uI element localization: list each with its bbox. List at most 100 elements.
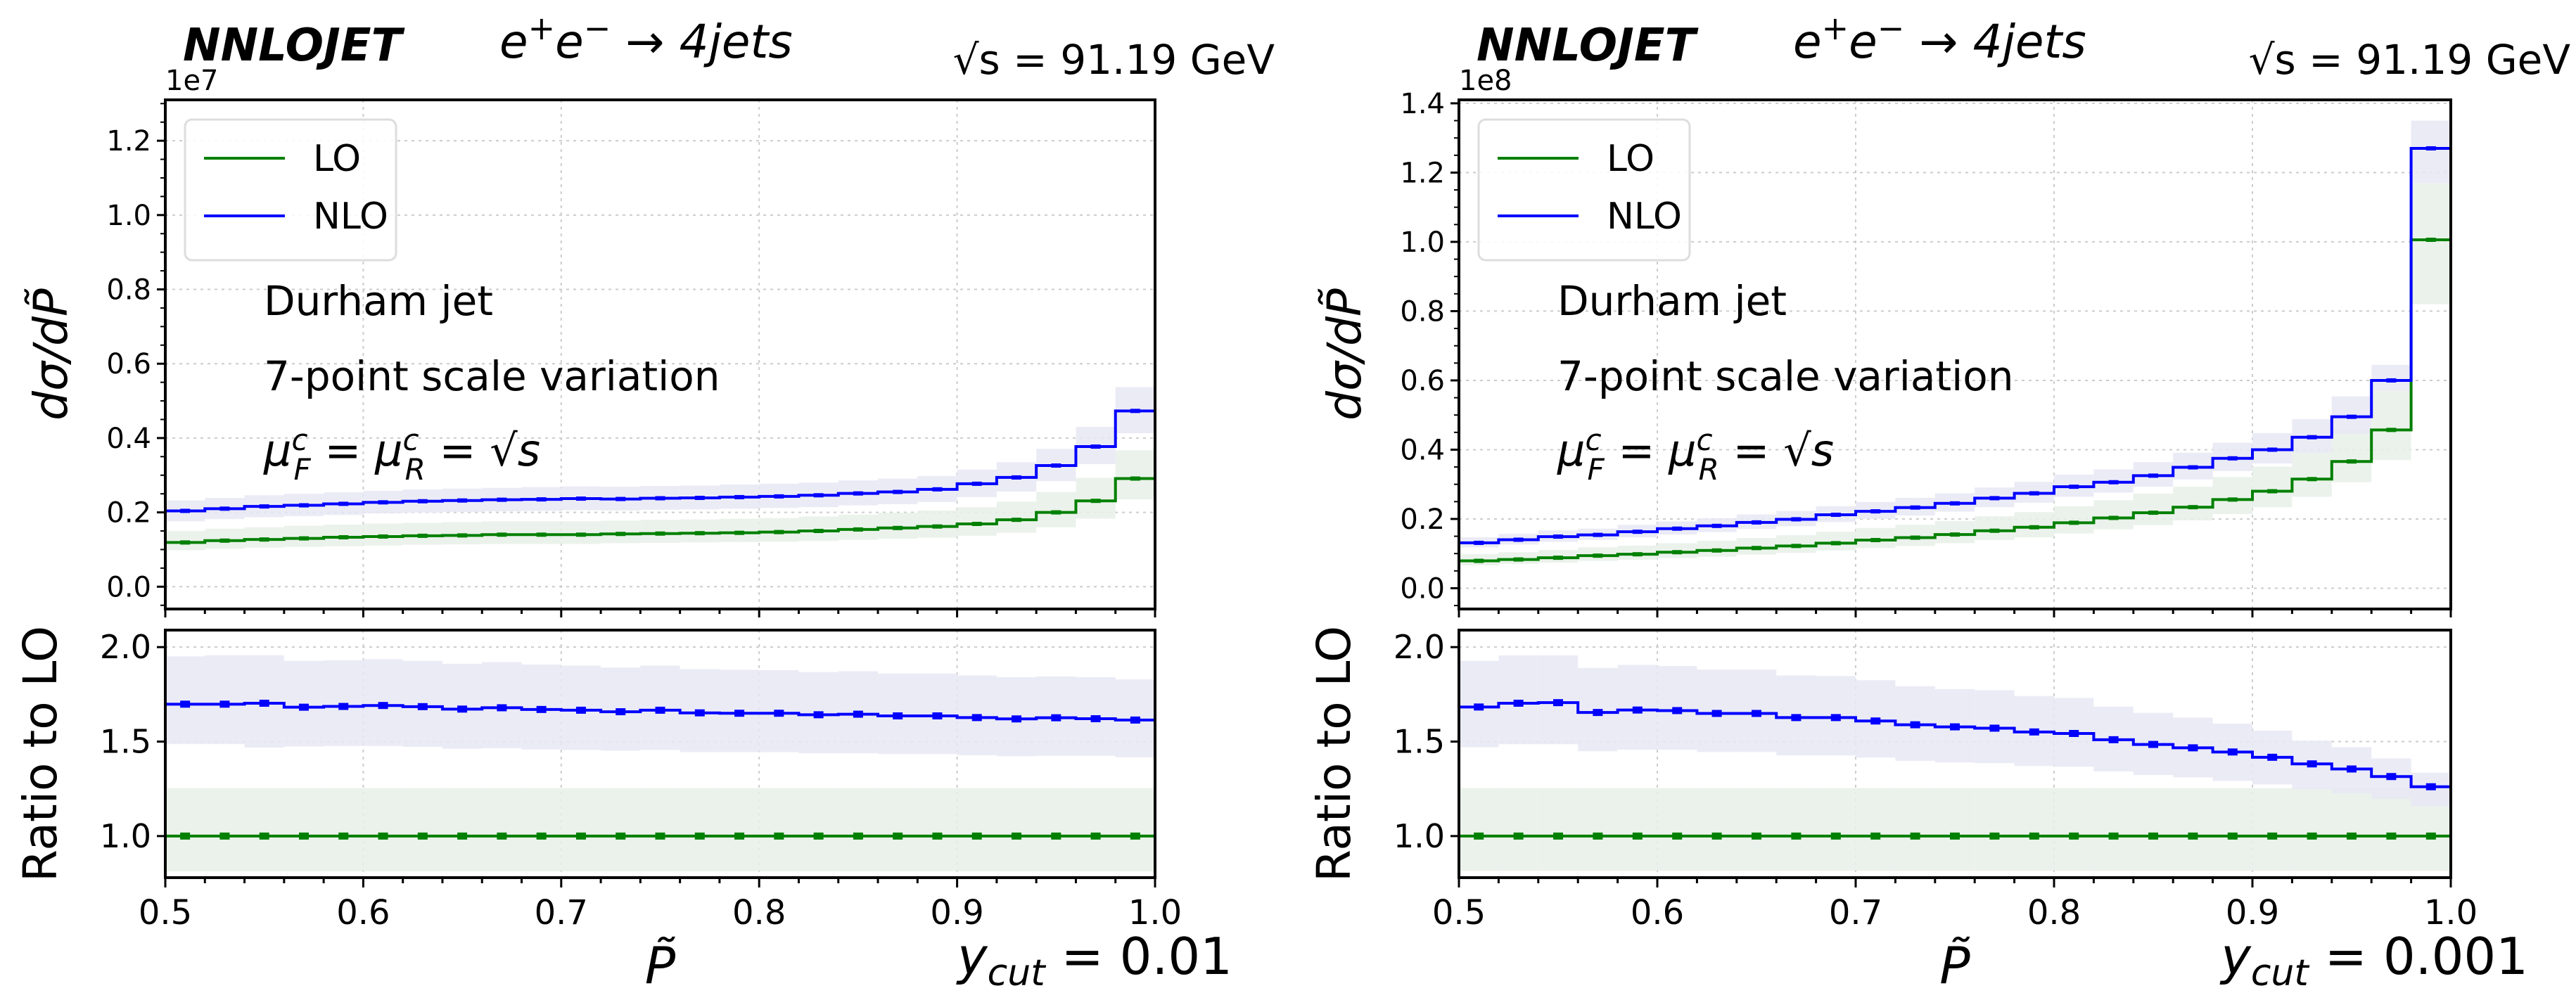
main-point-lo	[1012, 518, 1022, 523]
main-point-nlo	[536, 497, 547, 502]
y-multiplier-label: 1e8	[1459, 65, 1512, 97]
annotation-scale-variation: 7-point scale variation	[264, 352, 720, 400]
main-point-nlo	[497, 497, 507, 502]
main-point-lo	[1830, 541, 1841, 546]
main-point-lo	[1513, 557, 1524, 562]
main-point-nlo	[2386, 378, 2397, 383]
ratio-y-tick-label: 2.0	[100, 628, 151, 666]
ratio-point-lo	[378, 832, 388, 840]
main-point-lo	[2347, 459, 2357, 464]
main-series	[1459, 120, 2451, 565]
main-point-lo	[655, 531, 665, 536]
ratio-band-lo	[1895, 788, 1935, 871]
ratio-band-lo	[324, 788, 364, 871]
main-point-lo	[2029, 525, 2039, 530]
ratio-band-lo	[1697, 788, 1737, 871]
main-point-lo	[2108, 515, 2119, 520]
main-point-nlo	[457, 498, 468, 503]
main-band-lo	[1036, 492, 1076, 527]
ratio-point-lo	[180, 832, 191, 840]
main-band-lo	[1895, 525, 1935, 546]
main-plot: 0.0 0.2 0.4 0.6 0.8 1.0 1.2 1.4 dσ/dP̃ LO NLO Durha…	[1318, 88, 2452, 878]
annotation-scale-choice: μc F = μc R = √s	[263, 423, 540, 487]
ratio-band-nlo	[165, 656, 205, 745]
energy-label: √s = 91.19 GeV	[953, 36, 1275, 84]
main-band-lo	[2371, 390, 2411, 461]
main-point-lo	[1752, 546, 1761, 551]
y-multiplier-label: 1e7	[165, 65, 219, 97]
ratio-point-nlo	[298, 703, 309, 711]
ratio-band-lo	[442, 788, 483, 871]
ratio-point-nlo	[2069, 729, 2079, 737]
x-tick-label: 0.6	[1631, 893, 1684, 932]
main-band-nlo	[2411, 120, 2451, 184]
annotation-scale-choice: μc F = μc R = √s	[1557, 423, 1834, 487]
main-point-lo	[2425, 237, 2436, 242]
ratio-plot: 1.0 1.5 2.0 0.5 0.6 0.7 0.8 0.9 1.0 Ratio to LO P̃…	[13, 626, 1232, 995]
x-tick-label: 0.7	[1829, 893, 1882, 932]
ratio-point-nlo	[378, 702, 388, 710]
ratio-point-lo	[2188, 832, 2198, 840]
legend-label-nlo: NLO	[313, 195, 388, 238]
ratio-point-nlo	[1513, 699, 1524, 707]
ratio-point-lo	[1513, 832, 1524, 840]
ycut-label: ycut = 0.001	[2219, 927, 2528, 994]
sqrt-s: s	[518, 425, 540, 476]
main-point-nlo	[1130, 409, 1140, 414]
ratio-band-lo	[2212, 788, 2252, 871]
mu-r-sub: R	[1699, 452, 1719, 487]
main-point-nlo	[1870, 509, 1881, 514]
ratio-band-lo	[1736, 788, 1777, 871]
ycut-value: = 0.001	[2309, 927, 2528, 986]
process-minus: −	[584, 9, 611, 47]
main-point-nlo	[694, 495, 705, 500]
ratio-point-nlo	[1130, 716, 1140, 724]
ratio-point-lo	[734, 832, 745, 840]
ratio-point-nlo	[1632, 706, 1643, 714]
ratio-series	[165, 655, 1155, 871]
main-point-nlo	[1474, 540, 1484, 545]
ratio-point-lo	[1870, 832, 1881, 840]
main-band-lo	[2331, 429, 2372, 482]
ratio-point-nlo	[2227, 748, 2238, 756]
y-tick-label: 0.0	[106, 571, 151, 603]
ratio-band-lo	[2093, 788, 2134, 871]
ratio-point-lo	[2347, 832, 2357, 840]
ratio-point-lo	[1553, 832, 1563, 840]
annotation-algorithm: Durham jet	[264, 277, 493, 325]
main-point-nlo	[1950, 501, 1960, 506]
ratio-point-nlo	[1989, 724, 2000, 732]
x-tick-label: 0.5	[139, 893, 192, 932]
ratio-point-lo	[2029, 832, 2039, 840]
ratio-point-lo	[655, 832, 665, 840]
main-band-lo	[878, 513, 918, 539]
annotation-algorithm: Durham jet	[1557, 277, 1787, 325]
main-point-nlo	[1711, 523, 1722, 528]
ratio-point-lo	[2267, 832, 2278, 840]
main-point-nlo	[813, 493, 824, 498]
ratio-point-nlo	[2425, 783, 2436, 790]
legend: LO NLO	[1477, 118, 1691, 262]
ratio-point-lo	[1090, 832, 1101, 840]
x-tick-label: 0.9	[930, 893, 983, 932]
process-plus: +	[528, 9, 556, 47]
main-point-nlo	[2148, 473, 2158, 478]
main-point-nlo	[2029, 491, 2039, 496]
main-band-lo	[719, 518, 760, 542]
main-point-lo	[1711, 548, 1722, 553]
ratio-band-lo	[2133, 788, 2174, 871]
main-point-lo	[1051, 510, 1061, 515]
x-tick-label: 1.0	[2424, 893, 2478, 932]
ratio-point-lo	[2148, 832, 2158, 840]
main-band-nlo	[2371, 364, 2411, 391]
ratio-band-lo	[283, 788, 324, 871]
ratio-point-lo	[971, 832, 982, 840]
ratio-point-lo	[893, 832, 903, 840]
legend-box	[1477, 118, 1691, 262]
main-band-lo	[2411, 183, 2451, 305]
ratio-point-lo	[932, 832, 943, 840]
ratio-point-nlo	[536, 705, 547, 713]
process-rest: → 4jets	[1904, 15, 2086, 69]
ratio-point-lo	[2108, 832, 2119, 840]
ratio-point-lo	[1474, 832, 1484, 840]
